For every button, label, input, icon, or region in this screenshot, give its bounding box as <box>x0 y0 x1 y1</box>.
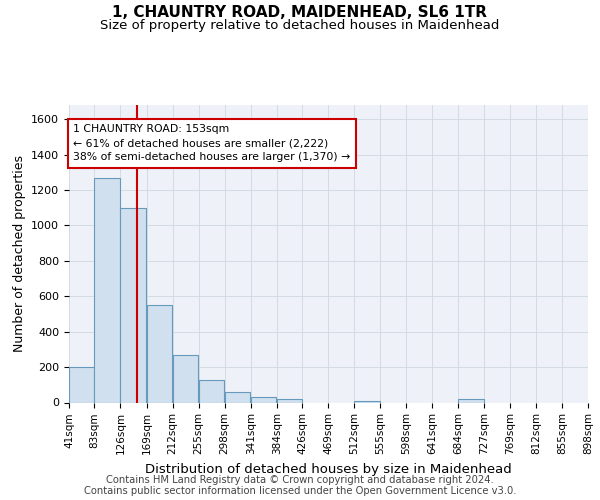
X-axis label: Distribution of detached houses by size in Maidenhead: Distribution of detached houses by size … <box>145 462 512 475</box>
Bar <box>173 354 198 403</box>
Text: 1 CHAUNTRY ROAD: 153sqm
← 61% of detached houses are smaller (2,222)
38% of semi: 1 CHAUNTRY ROAD: 153sqm ← 61% of detache… <box>73 124 350 162</box>
Bar <box>277 399 302 402</box>
Bar <box>251 397 276 402</box>
Bar <box>69 367 94 402</box>
Bar <box>146 305 172 402</box>
Bar <box>458 399 484 402</box>
Text: Contains HM Land Registry data © Crown copyright and database right 2024.: Contains HM Land Registry data © Crown c… <box>106 475 494 485</box>
Text: Contains public sector information licensed under the Open Government Licence v3: Contains public sector information licen… <box>84 486 516 496</box>
Bar <box>199 380 224 402</box>
Bar <box>354 400 380 402</box>
Text: Size of property relative to detached houses in Maidenhead: Size of property relative to detached ho… <box>100 19 500 32</box>
Y-axis label: Number of detached properties: Number of detached properties <box>13 155 26 352</box>
Bar <box>224 392 250 402</box>
Bar <box>121 208 146 402</box>
Bar <box>94 178 120 402</box>
Text: 1, CHAUNTRY ROAD, MAIDENHEAD, SL6 1TR: 1, CHAUNTRY ROAD, MAIDENHEAD, SL6 1TR <box>113 5 487 20</box>
